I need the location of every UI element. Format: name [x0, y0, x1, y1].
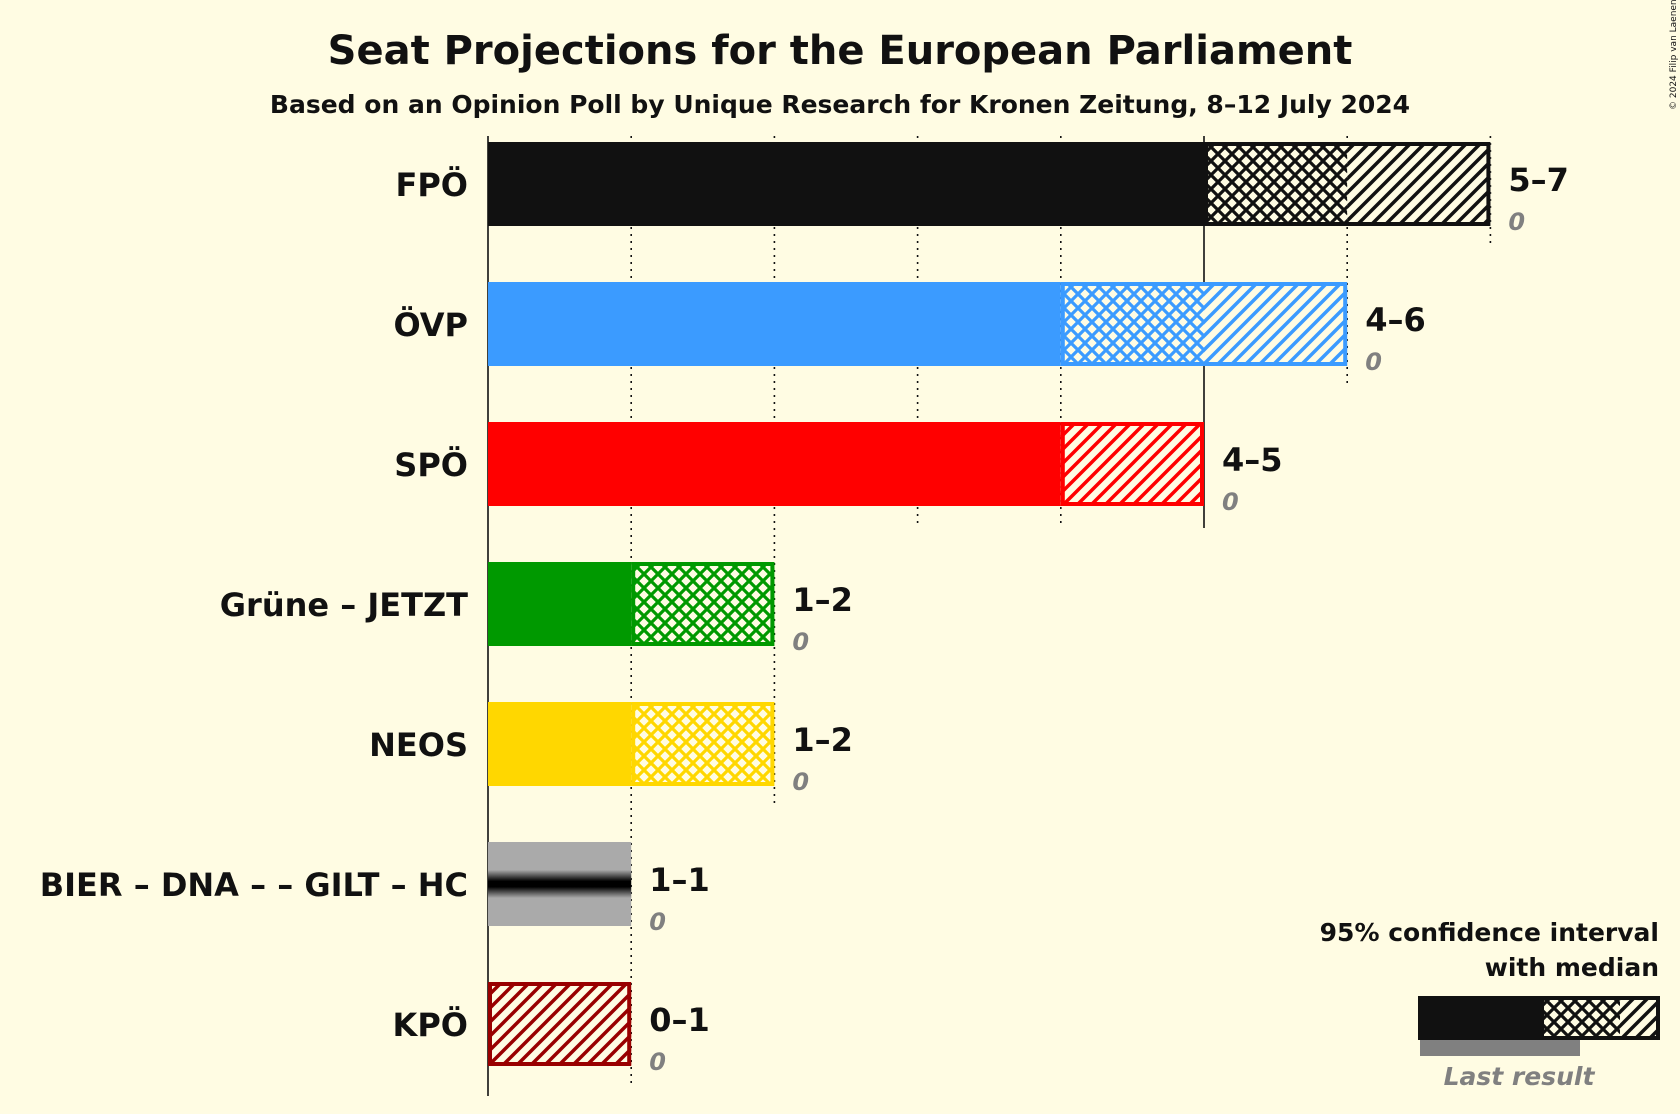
bar-ci-lower [631, 562, 775, 646]
party-label: Grüne – JETZT [220, 586, 468, 624]
bar-ci-lower [1060, 282, 1204, 366]
range-label: 1–1 [649, 861, 710, 899]
legend-cross [1540, 996, 1620, 1040]
bar-ci-upper [1204, 282, 1348, 366]
range-label: 5–7 [1508, 161, 1569, 199]
legend-outline [1540, 996, 1660, 1040]
range-label: 1–2 [792, 721, 853, 759]
legend-median-label: with median [1485, 953, 1659, 982]
bar-median-marker [488, 870, 632, 898]
bar-solid [488, 562, 632, 646]
bar-ci-outline [1060, 282, 1348, 366]
party-label: KPÖ [393, 1006, 468, 1044]
bar-group-5: BIER – DNA – – GILT – HC 1–1 0 [40, 842, 710, 936]
bar-ci-outline [631, 562, 775, 646]
bar-ci-lower [1204, 142, 1348, 226]
last-result-value: 0 [792, 628, 809, 656]
bar-group-2: SPÖ 4–5 0 [394, 422, 1283, 516]
party-label: ÖVP [393, 306, 468, 344]
legend-hatch [1620, 996, 1660, 1040]
bar-group-3: Grüne – JETZT 1–2 0 [220, 562, 853, 656]
copyright: © 2024 Filip van Laenen [1669, 0, 1679, 110]
party-label: SPÖ [394, 446, 468, 484]
range-label: 0–1 [649, 1001, 710, 1039]
last-result-value: 0 [792, 768, 809, 796]
last-result-value: 0 [1365, 348, 1382, 376]
bar-ci-outline [488, 982, 632, 1066]
bar-solid [488, 422, 1061, 506]
bar-group-0: FPÖ 5–7 0 [395, 142, 1569, 236]
last-result-value: 0 [1508, 208, 1525, 236]
range-label: 4–6 [1365, 301, 1426, 339]
bar-solid [488, 142, 1204, 226]
legend-last-result-label: Last result [1444, 1062, 1596, 1091]
bar-ci-upper [1060, 422, 1204, 506]
bar-group-1: ÖVP 4–6 0 [393, 282, 1426, 376]
bar-group-4: NEOS 1–2 0 [369, 702, 853, 796]
legend-ci-label: 95% confidence interval [1320, 918, 1659, 947]
chart-title: Seat Projections for the European Parlia… [328, 28, 1353, 74]
bar-ci-outline [631, 702, 775, 786]
bar-ci-outline [1204, 142, 1491, 226]
bar-ci-outline [1060, 422, 1205, 506]
legend-sample [1418, 996, 1660, 1056]
legend-solid [1418, 996, 1540, 1040]
last-result-value: 0 [1222, 488, 1239, 516]
party-label: BIER – DNA – – GILT – HC [40, 866, 468, 904]
chart-subtitle: Based on an Opinion Poll by Unique Resea… [270, 90, 1410, 119]
party-label: NEOS [369, 726, 468, 764]
last-result-value: 0 [649, 1048, 666, 1076]
bar-ci-upper [488, 982, 632, 1066]
party-label: FPÖ [395, 166, 468, 204]
bar-group-6: KPÖ 0–1 0 [393, 982, 710, 1076]
range-label: 4–5 [1222, 441, 1283, 479]
bar-ci-upper [1347, 142, 1491, 226]
bar-solid [488, 702, 632, 786]
bar-ci-lower [631, 702, 775, 786]
bar-solid [488, 282, 1061, 366]
legend: 95% confidence interval with median Last… [1320, 918, 1660, 1091]
range-label: 1–2 [792, 581, 853, 619]
legend-last-result-bar [1420, 1038, 1580, 1056]
last-result-value: 0 [649, 908, 666, 936]
